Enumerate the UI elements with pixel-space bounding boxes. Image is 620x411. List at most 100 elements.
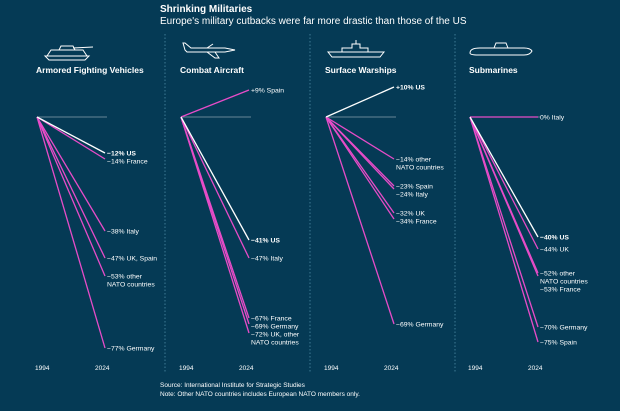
figure-title: Shrinking Militaries	[160, 4, 253, 15]
data-label: −44% UK	[540, 247, 569, 254]
data-label: −52% other NATO countries	[540, 271, 588, 286]
data-label: −53% France	[540, 287, 581, 294]
data-label-line: −12% US	[107, 151, 136, 158]
data-label-line: −77% Germany	[107, 346, 155, 353]
series-line	[325, 116, 395, 190]
series-line	[325, 116, 395, 220]
data-label-line: −38% Italy	[107, 229, 140, 236]
data-label-line: NATO countries	[107, 282, 155, 289]
figure-subtitle: Europe's military cutbacks were far more…	[160, 16, 467, 27]
data-label-line: −69% Germany	[396, 322, 444, 329]
data-label: −38% Italy	[107, 229, 140, 236]
series-line	[469, 116, 539, 250]
data-label: −75% Spain	[540, 340, 577, 347]
data-label: −69% Germany	[396, 322, 444, 329]
series-line	[36, 116, 106, 160]
data-label: −32% UK	[396, 211, 425, 218]
x-tick-label: 1994	[179, 365, 194, 372]
data-label: −24% Italy	[396, 192, 429, 199]
data-label-line: −53% France	[540, 287, 581, 294]
series-line	[36, 116, 106, 259]
data-label-line: −67% France	[251, 316, 292, 323]
chart-panel-3: Submarines 1994 2024 0% Italy −40% US −44% UK…	[468, 42, 588, 372]
x-tick-label: 2024	[239, 365, 254, 372]
series-line	[325, 116, 395, 325]
x-tick-label: 2024	[528, 365, 543, 372]
submarine-icon	[469, 42, 533, 56]
data-label: +9% Spain	[251, 88, 284, 95]
data-label-line: −70% Germany	[540, 325, 588, 332]
data-label-line: −34% France	[396, 219, 437, 226]
series-line	[469, 116, 539, 328]
data-label-line: −75% Spain	[540, 340, 577, 347]
footnote: Note: Other NATO countries includes Euro…	[160, 391, 360, 398]
panel-title: Surface Warships	[325, 65, 397, 75]
tank-icon	[43, 45, 94, 61]
x-tick-label: 1994	[468, 365, 483, 372]
series-line	[180, 116, 250, 259]
data-label: +10% US	[396, 85, 425, 92]
data-label-line: +10% US	[396, 85, 425, 92]
data-label: −70% Germany	[540, 325, 588, 332]
series-line	[180, 116, 250, 241]
series-line	[469, 116, 539, 277]
panel-title: Combat Aircraft	[180, 65, 244, 75]
aircraft-icon	[182, 42, 236, 59]
series-line	[180, 116, 250, 334]
data-label: −14% other NATO countries	[396, 157, 444, 172]
data-label: −72% UK, other NATO countries	[251, 332, 300, 347]
data-label: 0% Italy	[540, 115, 565, 122]
series-line	[36, 116, 106, 349]
data-label-line: −47% UK, Spain	[107, 256, 157, 263]
data-label: −47% UK, Spain	[107, 256, 157, 263]
warship-icon	[326, 40, 386, 58]
data-label-line: +9% Spain	[251, 88, 284, 95]
data-label: −69% Germany	[251, 324, 299, 331]
data-label-line: −47% Italy	[251, 256, 284, 263]
data-label-line: NATO countries	[396, 165, 444, 172]
data-label-line: −24% Italy	[396, 192, 429, 199]
data-label-line: −14% France	[107, 159, 148, 166]
data-label-line: −23% Spain	[396, 184, 433, 191]
x-tick-label: 2024	[384, 365, 399, 372]
data-label-line: −44% UK	[540, 247, 569, 254]
data-label: −12% US	[107, 151, 136, 158]
data-label-line: NATO countries	[540, 279, 588, 286]
data-label: −40% US	[540, 235, 569, 242]
data-label-line: −72% UK, other	[251, 332, 300, 339]
data-label-line: −32% UK	[396, 211, 425, 218]
series-line	[36, 116, 106, 232]
data-label: −53% other NATO countries	[107, 274, 155, 289]
x-tick-label: 2024	[95, 365, 110, 372]
data-label: −23% Spain	[396, 184, 433, 191]
data-label-line: −41% US	[251, 238, 280, 245]
series-line	[180, 89, 250, 118]
footer: Source: International Institute for Stra…	[160, 381, 360, 399]
series-line	[469, 116, 539, 238]
series-line	[36, 116, 106, 154]
data-label-line: −14% other	[396, 157, 432, 164]
series-line	[36, 116, 106, 277]
data-label-line: −69% Germany	[251, 324, 299, 331]
data-label-line: −40% US	[540, 235, 569, 242]
data-label: −34% France	[396, 219, 437, 226]
data-label: −14% France	[107, 159, 148, 166]
x-tick-label: 1994	[35, 365, 50, 372]
x-tick-label: 1994	[324, 365, 339, 372]
data-label-line: −53% other	[107, 274, 143, 281]
data-label: −67% France	[251, 316, 292, 323]
chart-panel-1: Combat Aircraft 1994 2024 +9% Spain −41% US −…	[179, 42, 300, 372]
chart-panel-2: Surface Warships 1994 2024 +10% US −14% othe…	[324, 40, 444, 372]
panel-title: Submarines	[469, 65, 518, 75]
data-label: −77% Germany	[107, 346, 155, 353]
source-note: Source: International Institute for Stra…	[160, 382, 305, 389]
panel-title: Armored Fighting Vehicles	[36, 65, 144, 75]
data-label: −41% US	[251, 238, 280, 245]
chart-panel-0: Armored Fighting Vehicles 1994 2024 −12% US…	[35, 45, 157, 372]
data-label-line: −52% other	[540, 271, 576, 278]
series-line	[325, 86, 395, 118]
data-label-line: 0% Italy	[540, 115, 565, 122]
data-label: −47% Italy	[251, 256, 284, 263]
